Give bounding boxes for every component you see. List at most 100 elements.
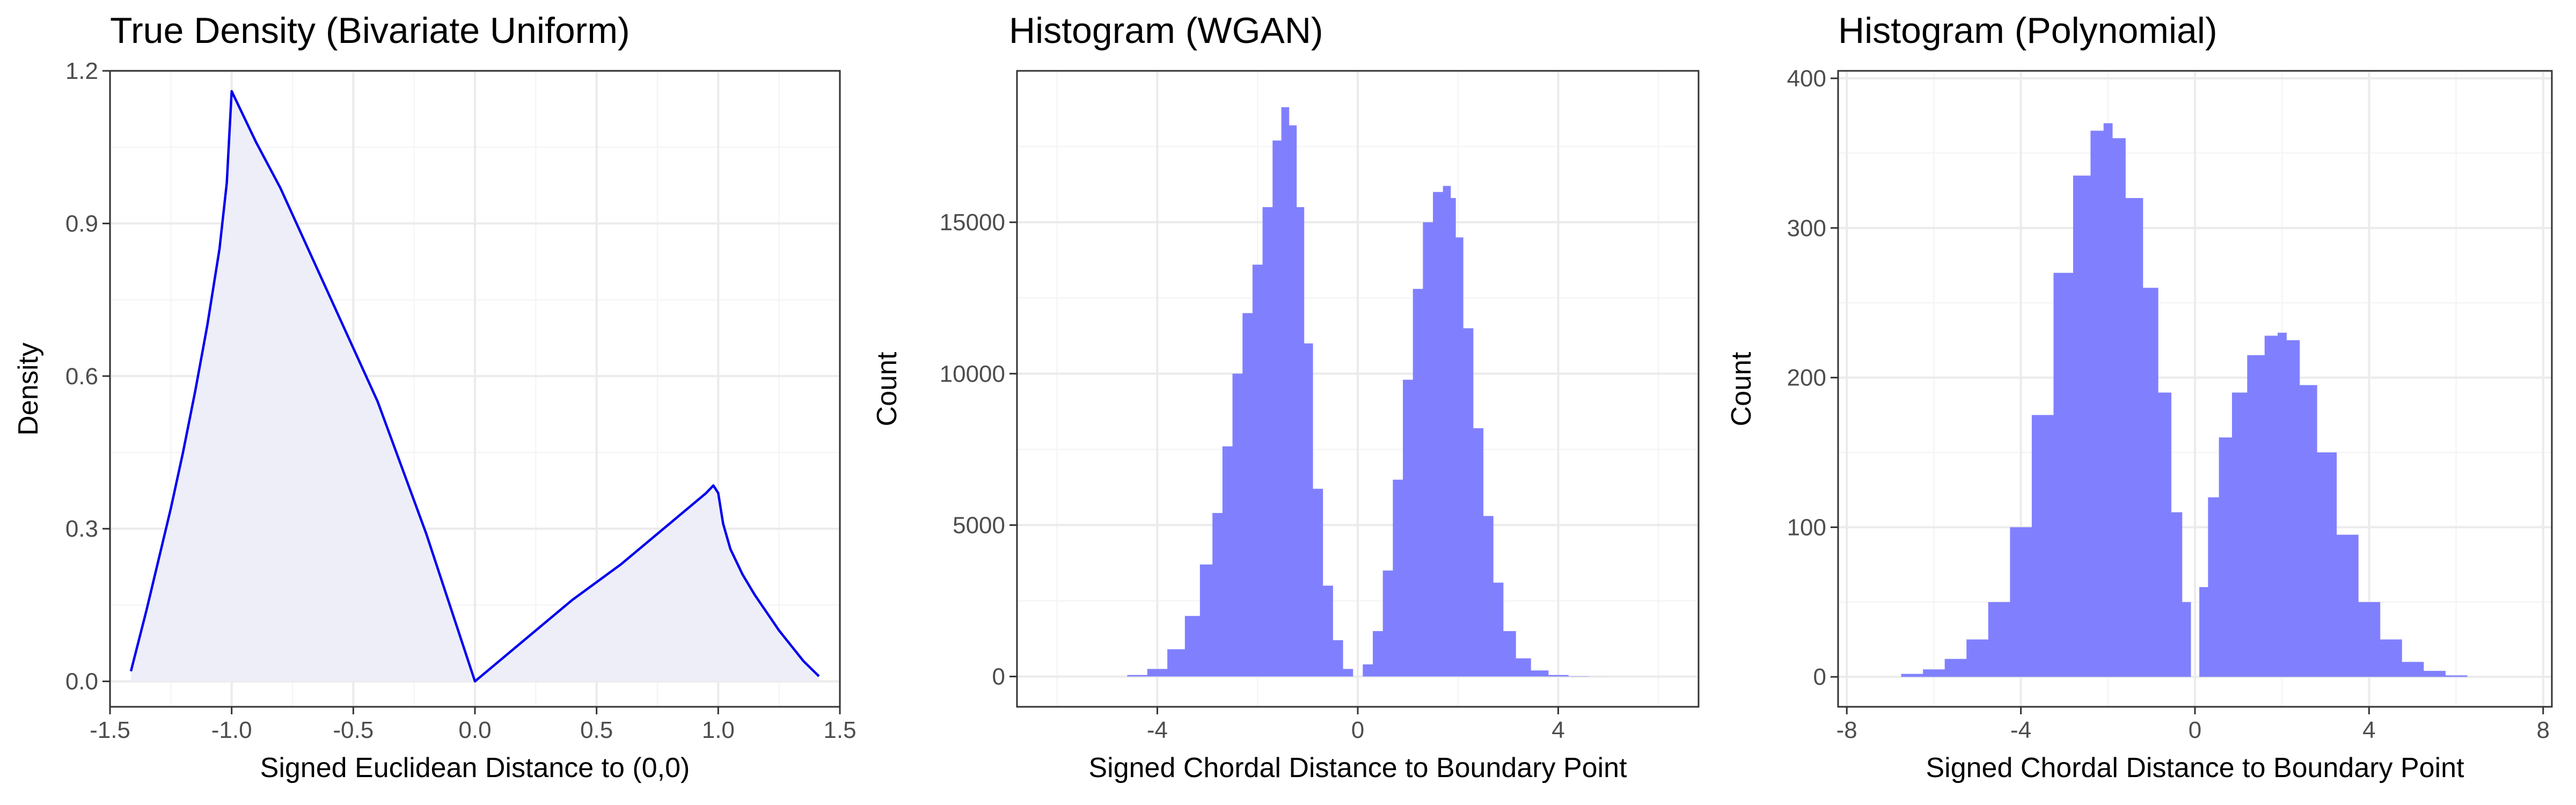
panel-title: Histogram (WGAN)	[1009, 10, 1323, 51]
panel-marks	[1901, 123, 2468, 677]
panel-wgan-histogram: Histogram (WGAN) -4 0 4 0 5000 10000 15000 Sig…	[872, 10, 1700, 784]
panel-grid	[1017, 71, 1699, 707]
y-axis-title: Density	[13, 342, 44, 435]
histogram-bar	[1413, 289, 1423, 677]
x-tick-label: 0	[2189, 717, 2201, 743]
y-tick-label: 300	[1787, 215, 1826, 241]
y-tick-label: 0	[992, 664, 1005, 690]
histogram-bar	[1901, 674, 1923, 677]
histogram-bar	[1568, 676, 1589, 677]
x-tick-label: 8	[2537, 717, 2550, 743]
histogram-bar	[1373, 631, 1384, 677]
x-tick-label: -1.5	[90, 717, 130, 743]
histogram-bar	[2053, 273, 2074, 677]
x-axis-title: Signed Euclidean Distance to (0,0)	[260, 752, 690, 784]
histogram-bar	[2278, 332, 2287, 677]
panel-axes: -1.5 -1.0 -0.5 0.0 0.5 1.0 1.5 0.0 0.3 0.6 0.9 1.2	[65, 58, 857, 743]
x-tick-label: -4	[2010, 717, 2031, 743]
histogram-bar	[1127, 675, 1148, 677]
panel-axes: -8 -4 0 4 8 0 100 200 300 400	[1787, 65, 2550, 743]
histogram-bar	[2158, 392, 2171, 677]
histogram-bar	[1450, 198, 1456, 677]
density-line	[129, 90, 820, 683]
x-tick-label: -4	[1147, 717, 1168, 743]
histogram-bar	[1242, 313, 1253, 677]
histogram-bar	[2317, 452, 2337, 677]
histogram-bar	[2142, 288, 2158, 677]
histogram-bar	[1272, 140, 1282, 677]
histogram-bar	[2299, 385, 2317, 677]
x-tick-label: 4	[2362, 717, 2375, 743]
histogram-bar	[2380, 639, 2402, 677]
histogram-bar	[2171, 512, 2183, 677]
histogram-bar	[2336, 535, 2359, 677]
histogram-bar	[2286, 340, 2300, 677]
histogram-bar	[1312, 488, 1323, 677]
histogram-bar	[1184, 616, 1201, 677]
histogram-bar	[1296, 207, 1305, 677]
histogram-bar	[1473, 428, 1484, 677]
histogram-bar	[1262, 207, 1273, 677]
y-tick-label: 5000	[953, 512, 1005, 538]
histogram-bar	[2208, 497, 2220, 677]
panel-axes: -4 0 4 0 5000 10000 15000	[940, 209, 1565, 743]
y-axis-title: Count	[1726, 352, 1757, 426]
histogram-bar	[1252, 265, 1263, 677]
histogram-bar	[2423, 671, 2446, 677]
histogram-bar	[1333, 640, 1343, 677]
y-tick-label: 10000	[940, 361, 1005, 387]
histogram-bar	[1493, 582, 1504, 677]
y-tick-label: 100	[1787, 514, 1826, 540]
histogram-bar	[1423, 222, 1433, 677]
histogram-bar	[2182, 602, 2191, 677]
histogram-bar	[2402, 662, 2424, 677]
panel-polynomial-histogram: Histogram (Polynomial) -8 -4 0 4 8 0 100 200 300…	[1726, 10, 2553, 784]
histogram-bar	[2031, 415, 2054, 677]
histogram-bar	[1232, 374, 1243, 677]
histogram-bar	[1281, 107, 1290, 677]
x-tick-label: 0.5	[580, 717, 613, 743]
y-axis-title: Count	[872, 352, 903, 426]
histogram-bar	[2247, 355, 2265, 677]
y-tick-label: 200	[1787, 365, 1826, 391]
histogram-bar	[1304, 343, 1313, 677]
histogram-bar	[1393, 479, 1403, 677]
y-tick-label: 1.2	[65, 58, 98, 84]
histogram-bar	[2073, 175, 2091, 677]
panel-marks	[1127, 107, 1609, 677]
histogram-bar	[2231, 392, 2248, 677]
histogram-bar	[1433, 192, 1444, 677]
histogram-bar	[1988, 602, 2010, 677]
histogram-bar	[1516, 658, 1531, 677]
histogram-bar	[2112, 138, 2126, 677]
histogram-bar	[1363, 664, 1373, 677]
histogram-bar	[1382, 570, 1393, 677]
histogram-bar	[1212, 513, 1223, 677]
histogram-bar	[2219, 437, 2233, 677]
histogram-bar	[1455, 237, 1463, 677]
y-tick-label: 400	[1787, 65, 1826, 92]
x-axis-title: Signed Chordal Distance to Boundary Poin…	[1088, 752, 1627, 784]
histogram-bar	[1199, 564, 1213, 677]
histogram-bar	[2103, 123, 2113, 677]
histogram-bar	[1342, 669, 1353, 677]
histogram-bar	[1222, 446, 1233, 677]
histogram-bar	[1147, 669, 1168, 677]
histogram-bar	[2090, 130, 2104, 677]
x-tick-label: 1.0	[702, 717, 735, 743]
panel-title: True Density (Bivariate Uniform)	[110, 10, 630, 51]
x-tick-label: -1.0	[211, 717, 252, 743]
histogram-bar	[1443, 186, 1451, 677]
histogram-bar	[2358, 602, 2381, 677]
x-tick-label: 0	[1351, 717, 1364, 743]
panel-title: Histogram (Polynomial)	[1838, 10, 2218, 51]
histogram-bar	[1548, 675, 1569, 677]
histogram-bar	[1289, 125, 1297, 677]
panel-true-density: True Density (Bivariate Uniform) -1.5 -1.…	[13, 10, 857, 784]
histogram-bar	[1483, 516, 1494, 677]
histogram-bar	[1966, 639, 1989, 677]
histogram-bar	[2010, 527, 2032, 677]
histogram-bar	[1923, 669, 1945, 677]
histogram-bar	[2125, 198, 2143, 677]
